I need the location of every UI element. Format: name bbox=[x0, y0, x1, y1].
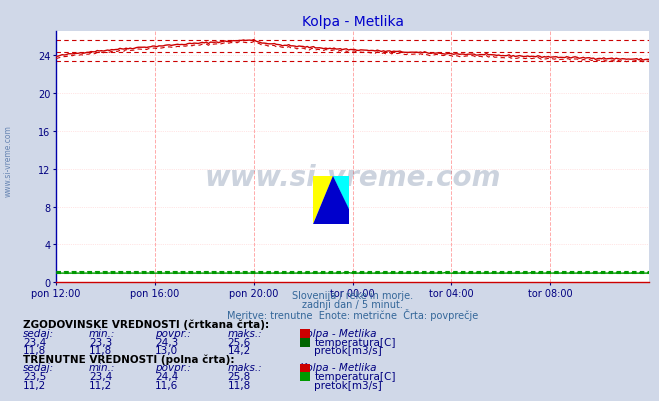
Text: 14,2: 14,2 bbox=[227, 345, 250, 355]
Text: Kolpa - Metlika: Kolpa - Metlika bbox=[300, 328, 376, 338]
Text: 11,8: 11,8 bbox=[89, 345, 112, 355]
Text: 23,3: 23,3 bbox=[89, 337, 112, 347]
Polygon shape bbox=[333, 176, 349, 210]
Text: Kolpa - Metlika: Kolpa - Metlika bbox=[302, 15, 403, 29]
Text: 23,4: 23,4 bbox=[89, 371, 112, 381]
Text: TRENUTNE VREDNOSTI (polna črta):: TRENUTNE VREDNOSTI (polna črta): bbox=[23, 354, 235, 364]
Text: 25,6: 25,6 bbox=[227, 337, 250, 347]
Text: maks.:: maks.: bbox=[227, 363, 262, 373]
Text: 25,8: 25,8 bbox=[227, 371, 250, 381]
Text: Kolpa - Metlika: Kolpa - Metlika bbox=[300, 363, 376, 373]
Text: povpr.:: povpr.: bbox=[155, 363, 190, 373]
Text: pretok[m3/s]: pretok[m3/s] bbox=[314, 380, 382, 390]
Text: 11,2: 11,2 bbox=[89, 380, 112, 390]
Text: pretok[m3/s]: pretok[m3/s] bbox=[314, 345, 382, 355]
Text: min.:: min.: bbox=[89, 363, 115, 373]
Text: maks.:: maks.: bbox=[227, 328, 262, 338]
Text: 11,6: 11,6 bbox=[155, 380, 178, 390]
Text: 24,4: 24,4 bbox=[155, 371, 178, 381]
Text: temperatura[C]: temperatura[C] bbox=[314, 337, 396, 347]
Polygon shape bbox=[313, 176, 349, 225]
Text: 11,8: 11,8 bbox=[23, 345, 46, 355]
Text: ZGODOVINSKE VREDNOSTI (črtkana črta):: ZGODOVINSKE VREDNOSTI (črtkana črta): bbox=[23, 319, 269, 329]
Text: min.:: min.: bbox=[89, 328, 115, 338]
Text: temperatura[C]: temperatura[C] bbox=[314, 371, 396, 381]
Text: 23,4: 23,4 bbox=[23, 337, 46, 347]
Text: sedaj:: sedaj: bbox=[23, 363, 54, 373]
Text: sedaj:: sedaj: bbox=[23, 328, 54, 338]
Text: Slovenija / reke in morje.: Slovenija / reke in morje. bbox=[292, 291, 413, 301]
Text: 11,8: 11,8 bbox=[227, 380, 250, 390]
Text: www.si-vreme.com: www.si-vreme.com bbox=[3, 125, 13, 196]
Text: www.si-vreme.com: www.si-vreme.com bbox=[204, 164, 501, 191]
Text: 23,5: 23,5 bbox=[23, 371, 46, 381]
Text: povpr.:: povpr.: bbox=[155, 328, 190, 338]
Text: 11,2: 11,2 bbox=[23, 380, 46, 390]
Text: zadnji dan / 5 minut.: zadnji dan / 5 minut. bbox=[302, 300, 403, 310]
Text: 24,3: 24,3 bbox=[155, 337, 178, 347]
Polygon shape bbox=[313, 176, 333, 225]
Text: 13,0: 13,0 bbox=[155, 345, 178, 355]
Text: Meritve: trenutne  Enote: metrične  Črta: povprečje: Meritve: trenutne Enote: metrične Črta: … bbox=[227, 308, 478, 320]
